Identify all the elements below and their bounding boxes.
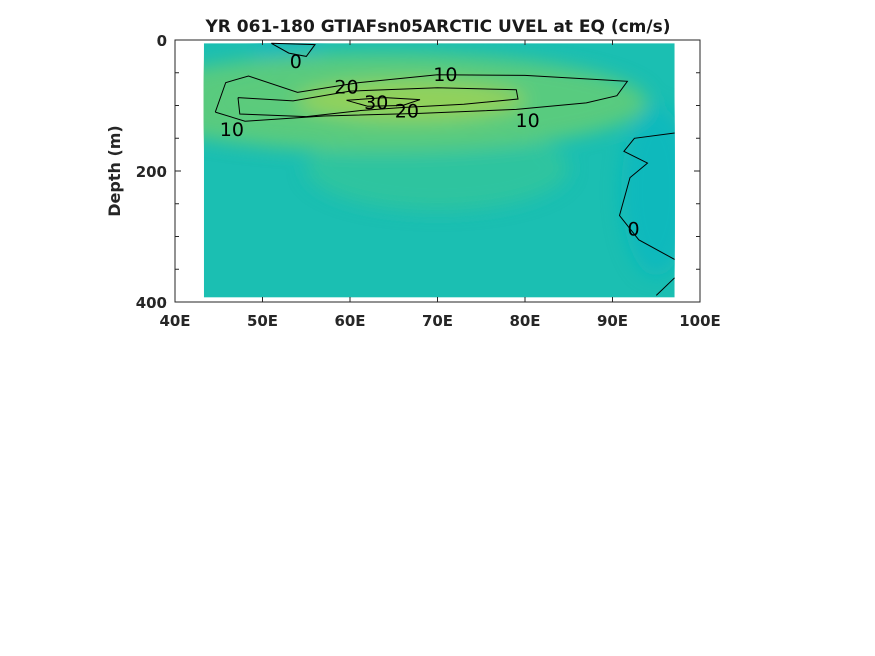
contour-line-0 <box>271 42 316 57</box>
x-tick-label: 80E <box>509 312 540 330</box>
y-tick-label: 200 <box>136 163 167 181</box>
x-tick-label: 50E <box>247 312 278 330</box>
contour-label: 20 <box>334 77 358 99</box>
contour-line-0 <box>655 277 675 296</box>
contour-labels: 0 20 10 30 20 10 10 0 <box>220 51 640 241</box>
field-blob <box>621 105 675 276</box>
contour-label: 0 <box>627 219 639 241</box>
x-tick-label: 70E <box>422 312 453 330</box>
y-axis-tick-labels: 0 200 400 <box>136 32 167 312</box>
x-tick-label: 90E <box>597 312 628 330</box>
axis-ticks <box>174 39 701 303</box>
chart-title: YR 061-180 GTIAFsn05ARCTIC UVEL at EQ (c… <box>204 17 670 37</box>
contour-label: 20 <box>395 101 419 123</box>
x-tick-label: 60E <box>334 312 365 330</box>
contour-label: 10 <box>220 119 244 141</box>
contour-label: 30 <box>364 92 388 114</box>
contour-line-20 <box>237 87 519 118</box>
y-tick-label: 0 <box>157 32 167 50</box>
x-axis-tick-labels: 40E 50E 60E 70E 80E 90E 100E <box>159 312 720 330</box>
contour-label: 0 <box>290 51 302 73</box>
x-tick-label: 40E <box>159 312 190 330</box>
velocity-field <box>203 43 675 298</box>
contour-label: 10 <box>516 110 540 132</box>
contour-lines <box>214 42 675 296</box>
contour-line-10 <box>214 74 629 122</box>
contour-line-30 <box>346 97 421 107</box>
x-tick-label: 100E <box>679 312 721 330</box>
contour-label: 10 <box>433 64 457 86</box>
contour-line-0 <box>618 132 675 260</box>
y-tick-label: 400 <box>136 294 167 312</box>
y-axis-label: Depth (m) <box>105 125 124 217</box>
